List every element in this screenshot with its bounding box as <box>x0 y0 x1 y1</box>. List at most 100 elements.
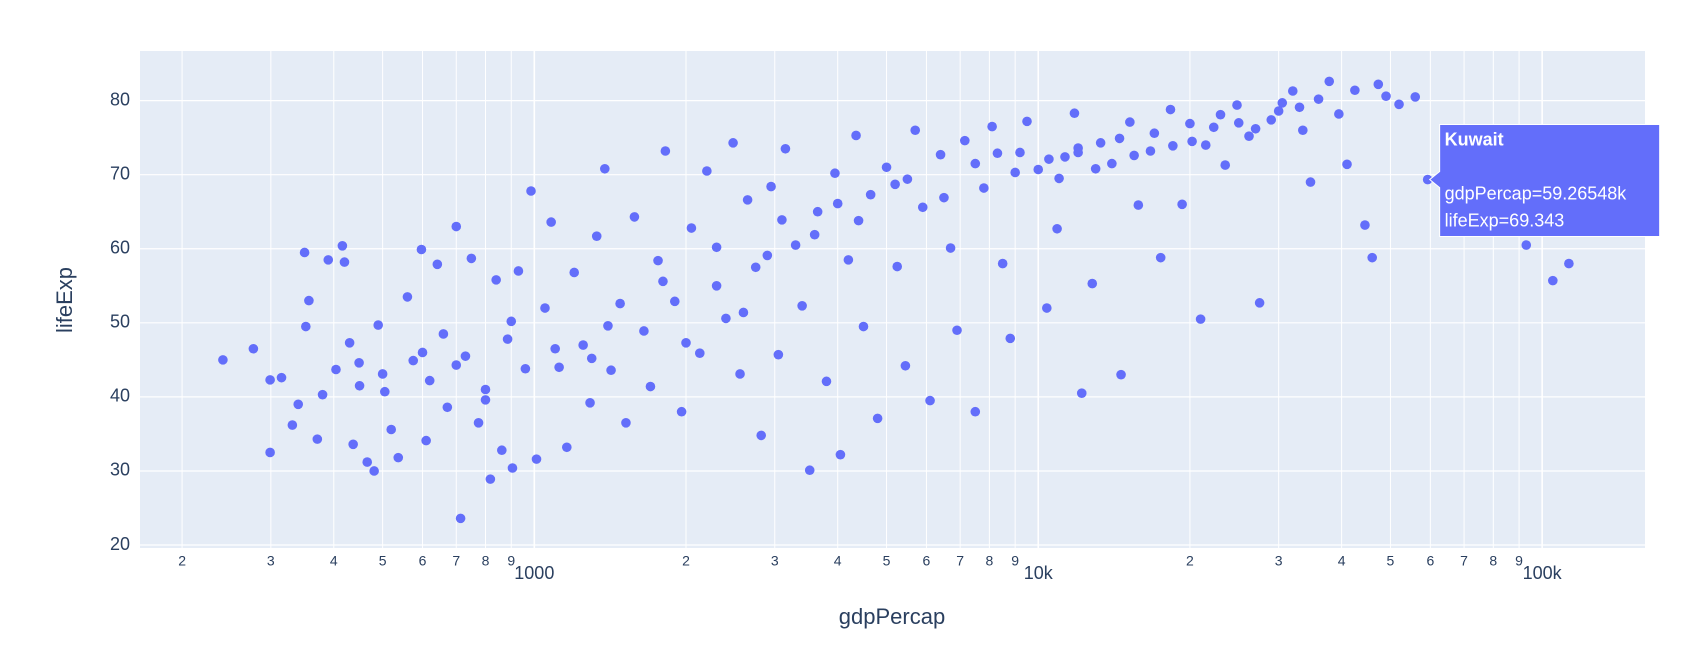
point <box>502 334 513 344</box>
x-tick-label-major: 100k <box>1523 563 1563 583</box>
point <box>979 183 989 193</box>
point <box>417 347 428 358</box>
point <box>1177 199 1187 210</box>
x-tick-label-minor: 3 <box>1275 553 1283 569</box>
point <box>513 266 524 276</box>
point <box>1125 117 1135 127</box>
point <box>702 166 712 176</box>
point <box>377 369 388 379</box>
point <box>1521 240 1532 250</box>
point <box>1287 86 1298 96</box>
point <box>416 244 427 255</box>
point <box>997 258 1008 269</box>
point <box>1116 369 1126 380</box>
point <box>1548 275 1558 286</box>
point <box>735 369 745 379</box>
y-tick-label: 20 <box>110 534 130 554</box>
point <box>1195 314 1206 324</box>
point <box>265 447 275 458</box>
point <box>603 320 613 331</box>
point <box>466 253 477 264</box>
x-tick-label-minor: 2 <box>1186 553 1194 569</box>
point <box>265 375 275 385</box>
point <box>960 135 970 146</box>
x-tick-label-minor: 2 <box>682 553 690 569</box>
point <box>1044 154 1054 164</box>
point <box>578 340 588 350</box>
point <box>485 474 496 484</box>
point <box>540 303 550 313</box>
point <box>546 217 556 227</box>
point <box>304 295 314 306</box>
point <box>777 215 787 225</box>
point <box>658 276 668 287</box>
point <box>1350 85 1360 96</box>
x-tick-label-minor: 4 <box>1338 553 1346 569</box>
y-tick-label: 30 <box>110 460 130 480</box>
point <box>1381 91 1391 101</box>
point <box>1367 252 1378 263</box>
point <box>1342 159 1352 170</box>
hover-label: Kuwait gdpPercap=59.26548k lifeExp=69.343 <box>1428 124 1661 238</box>
point <box>386 424 397 435</box>
point <box>1277 98 1288 108</box>
point <box>645 381 656 392</box>
point <box>711 242 722 253</box>
x-tick-label-minor: 7 <box>452 553 460 569</box>
point <box>354 380 365 391</box>
point <box>276 372 287 383</box>
hover-box <box>1428 124 1661 238</box>
point <box>945 243 956 253</box>
point <box>586 353 597 364</box>
point <box>1254 298 1265 308</box>
point <box>681 338 691 348</box>
point <box>293 399 304 410</box>
point <box>797 300 807 311</box>
point <box>1250 123 1261 134</box>
point <box>600 163 610 174</box>
y-axis-title: lifeExp <box>52 267 77 333</box>
point <box>451 360 462 370</box>
point <box>1087 278 1098 289</box>
point <box>660 146 671 156</box>
x-tick-label-minor: 4 <box>834 553 842 569</box>
point <box>728 138 738 148</box>
point <box>773 349 784 360</box>
point <box>591 231 602 241</box>
point <box>939 192 949 203</box>
point <box>1232 100 1242 110</box>
point <box>881 162 892 173</box>
point <box>843 255 854 265</box>
x-tick-label-minor: 7 <box>1460 553 1468 569</box>
point <box>561 442 572 453</box>
point <box>362 457 373 467</box>
point <box>1294 102 1305 113</box>
point <box>780 143 791 154</box>
point <box>1200 140 1211 150</box>
point <box>830 168 840 179</box>
point <box>380 386 390 397</box>
x-tick-label-minor: 4 <box>330 553 338 569</box>
point <box>424 375 435 386</box>
point <box>442 402 453 413</box>
x-tick-label-minor: 6 <box>923 553 931 569</box>
point <box>451 221 462 232</box>
x-tick-label-minor: 8 <box>482 553 490 569</box>
point <box>569 267 580 278</box>
point <box>1215 109 1226 120</box>
point <box>550 343 560 354</box>
point <box>1114 133 1125 144</box>
point <box>1052 223 1062 234</box>
point <box>1015 147 1025 158</box>
point <box>312 434 323 444</box>
point <box>629 212 640 222</box>
point <box>1133 200 1144 210</box>
point <box>900 360 911 371</box>
y-tick-label: 60 <box>110 238 130 258</box>
point <box>935 149 946 160</box>
x-tick-label-minor: 2 <box>178 553 186 569</box>
point <box>872 413 883 424</box>
point <box>317 389 328 400</box>
point <box>910 125 921 136</box>
point <box>473 418 484 428</box>
